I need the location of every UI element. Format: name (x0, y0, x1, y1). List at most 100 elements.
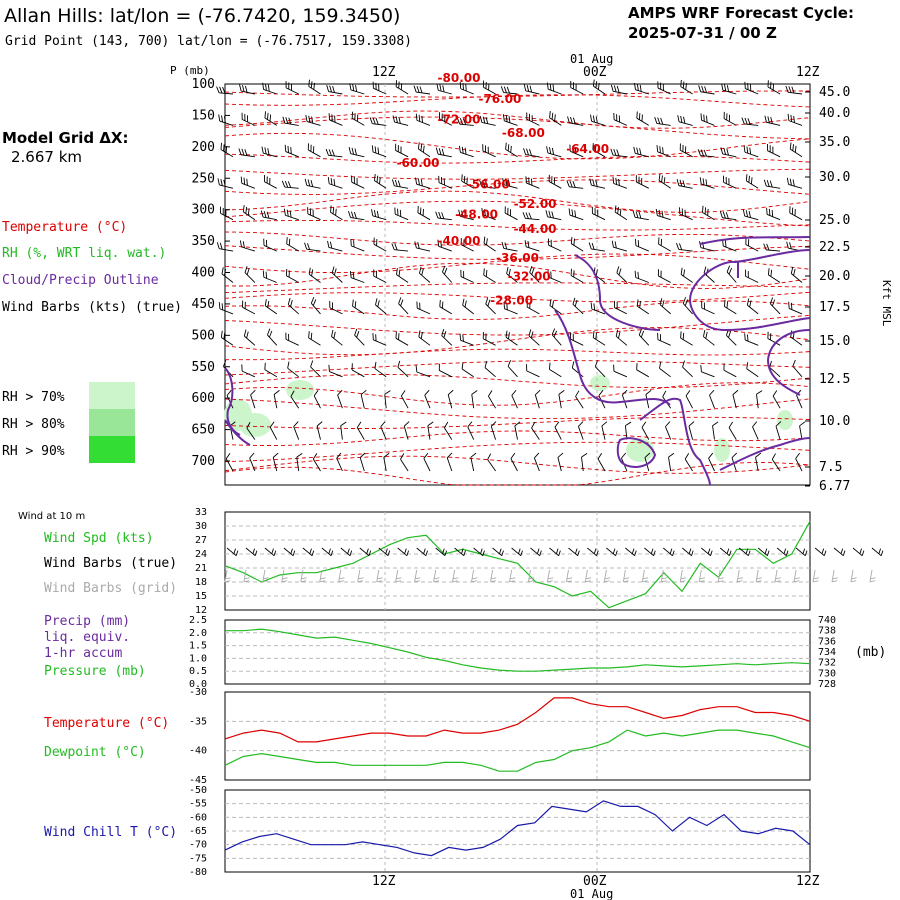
wind-barb-10m (814, 547, 827, 557)
wind-barb (273, 390, 280, 409)
wind-barb (336, 452, 343, 472)
wind-barb (327, 240, 343, 252)
wind-barb-10m (622, 569, 630, 583)
wind-barb (263, 175, 278, 189)
axis-tick-label: 33 (195, 507, 207, 518)
wind-barb-10m (641, 569, 649, 583)
wind-barb-10m (527, 569, 535, 583)
wind-barb (483, 268, 496, 283)
wind-barb (220, 142, 234, 158)
wind-barb-10m (587, 547, 599, 557)
pressure-tick-label: 300 (192, 203, 215, 218)
wind-barb (525, 176, 540, 189)
grid-dx-value: 2.667 km (11, 148, 82, 166)
temperature-panel: Temperature (°C) Dewpoint (°C) -45 -40 -35… (44, 687, 811, 786)
wind-barbs-grid-label: Wind Barbs (grid) (44, 581, 177, 596)
wind-barbs-10m (224, 547, 884, 583)
wind-barb (261, 146, 277, 158)
wind-barb (551, 328, 562, 346)
wind-barb (331, 329, 343, 346)
wind-barb (285, 332, 299, 346)
wind-barb (775, 421, 782, 440)
wind-barb (522, 212, 540, 221)
wind-barb (403, 421, 410, 440)
wind-barb-10m (302, 547, 315, 557)
axis-tick-label: -35 (189, 716, 207, 727)
wind-barb (417, 142, 431, 158)
wind-barb (789, 142, 803, 158)
wind-barb (680, 331, 693, 346)
temperature-panel-frame (224, 691, 811, 781)
wind-barb (548, 174, 562, 189)
wind-barb (310, 360, 321, 378)
wind-barb (373, 237, 387, 252)
rh-shaded-area (590, 375, 610, 391)
wind-barb-10m (243, 569, 250, 583)
wind-barb (752, 421, 759, 440)
wind-barb (745, 174, 759, 189)
wind-barb (286, 268, 299, 283)
wind-barb (220, 206, 234, 221)
precip-panel-frame (224, 619, 811, 685)
wind-barb (523, 84, 540, 95)
wind-barb (732, 389, 739, 409)
wind-barb (741, 117, 759, 126)
rh-level-label-1: RH > 70% (2, 390, 65, 405)
wind-barb (767, 143, 781, 158)
wind-barb-10m (471, 569, 478, 583)
wind-barb-10m (281, 569, 288, 583)
wind-barb (500, 86, 518, 95)
wind-barb-10m (795, 547, 808, 557)
wind-barb (308, 331, 321, 346)
wind-speed-label: Wind Spd (kts) (44, 531, 154, 546)
wind-barb (633, 146, 649, 158)
wind-barb (435, 211, 452, 221)
wind-barb-10m (831, 569, 838, 583)
bottom-time-label-3: 12Z (796, 874, 820, 889)
precip-label-1: Precip (mm) (44, 614, 130, 629)
wind-barb (570, 80, 584, 95)
wind-panel-grid (225, 512, 810, 610)
wind-barb (658, 173, 671, 189)
wind-barb-10m (226, 547, 239, 557)
wind-barb (272, 452, 279, 472)
wind-barb (326, 85, 343, 95)
pressure-axis-ticks: 100 150 200 250 300 350 400 450 500 550 600 650 700 (192, 77, 230, 469)
wind-barb (789, 206, 803, 221)
temperature-contour-label: -64.00 (566, 142, 609, 156)
wind-barb (218, 114, 234, 126)
top-date-label: 01 Aug (570, 52, 613, 66)
wind-barb (216, 86, 234, 95)
wind-barb (217, 178, 234, 189)
wind-barb (590, 114, 606, 126)
wind-barb-10m (397, 547, 410, 557)
axis-tick-label: 740 (818, 615, 836, 626)
wind-barb (641, 421, 650, 440)
wind-barb (745, 269, 759, 283)
temperature-contour-label: -72.00 (438, 113, 481, 127)
wind-barb (460, 238, 474, 252)
axis-tick-label: -65 (189, 826, 207, 837)
wind-barb-10m (319, 569, 326, 583)
cloud-outline-path (554, 309, 671, 406)
axis-tick-label: 734 (818, 647, 836, 658)
wind-barb (657, 81, 671, 95)
precip-panel-grid (225, 620, 810, 684)
wind-barb (575, 390, 584, 409)
wind-barb (239, 84, 255, 95)
wind-barb (657, 332, 671, 346)
wind-barb (767, 331, 781, 346)
bottom-time-label-1: 12Z (372, 874, 396, 889)
wind-barb (308, 79, 321, 95)
wind-barb (371, 145, 387, 158)
wind-barb (568, 208, 584, 221)
wind-barb (590, 302, 606, 315)
wind-barb (505, 330, 518, 346)
wind-barb (656, 145, 671, 158)
wind-barb (348, 210, 365, 221)
wind-speed-line (224, 521, 811, 609)
legend-rh: RH (%, WRT liq. wat.) (2, 246, 166, 261)
axis-tick-label: 728 (818, 679, 836, 690)
wind-barb (616, 266, 628, 283)
wind-barb (712, 421, 719, 440)
